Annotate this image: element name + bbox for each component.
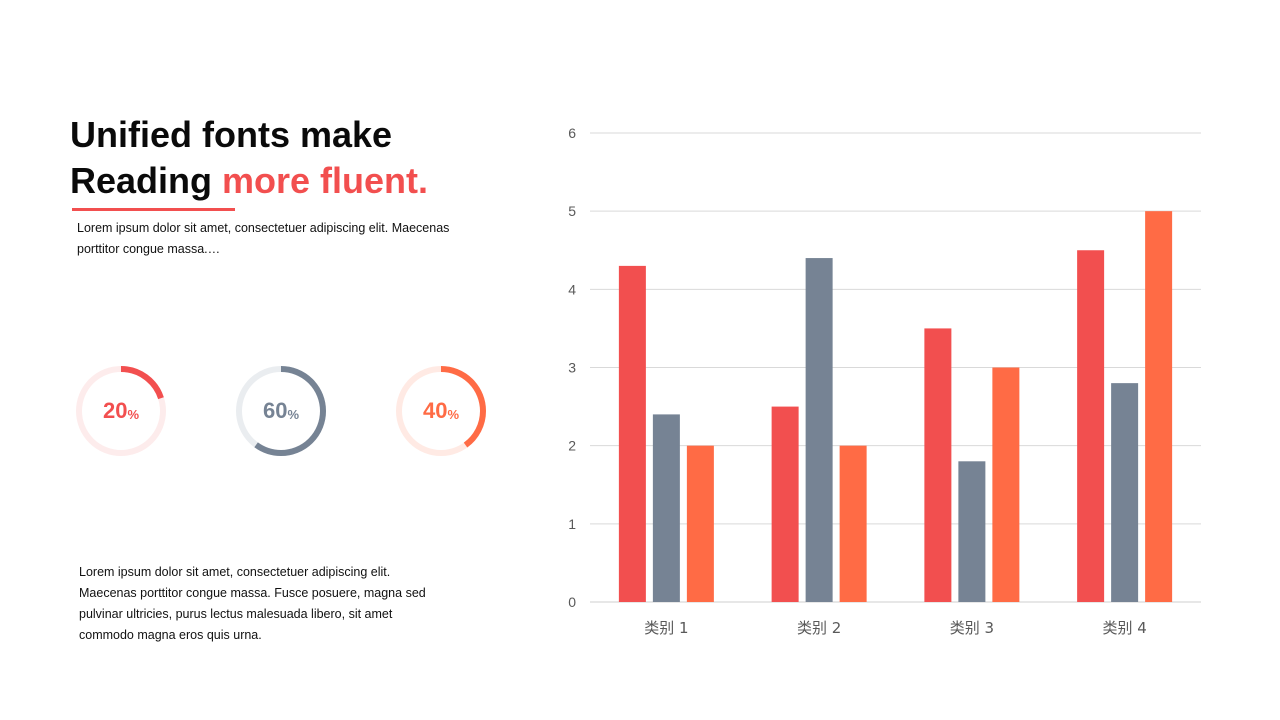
ring-3-unit: % (447, 406, 460, 422)
bar-chart: 0 1 2 3 4 5 6 类别 1 类别 2 类别 3 类别 4 (568, 125, 1201, 637)
bar-series-1-cat-1 (618, 265, 646, 602)
body-paragraph: Lorem ipsum dolor sit amet, consectetuer… (79, 565, 426, 642)
ring-2-label: 60% (233, 363, 329, 459)
bar-series-1-cat-2 (771, 406, 799, 602)
title-line-2: Reading (70, 160, 223, 201)
x-tick-label: 类别 3 (950, 619, 994, 637)
title-accent: more fluent. (222, 160, 429, 201)
bar-series-2-cat-1 (652, 414, 680, 602)
y-tick-label: 5 (568, 203, 576, 219)
ring-2-unit: % (287, 406, 300, 422)
x-tick-label: 类别 4 (1102, 619, 1146, 637)
y-tick-label: 2 (568, 438, 576, 454)
bar-series-3-cat-1 (686, 445, 714, 602)
y-tick-label: 1 (568, 516, 576, 532)
bar-series-2-cat-4 (1111, 383, 1139, 602)
progress-ring-1: 20% (73, 363, 169, 459)
y-tick-label: 3 (568, 360, 576, 376)
ring-2-arc (236, 366, 326, 456)
y-tick-label: 4 (568, 281, 576, 297)
bar-series-2-cat-2 (805, 258, 833, 602)
ring-2-graphic (236, 366, 326, 456)
slide-title: Unified fonts make Reading more fluent. (70, 112, 428, 204)
ring-2-value: 60 (262, 398, 288, 423)
ring-1-label: 20% (73, 363, 169, 459)
intro-paragraph: Lorem ipsum dolor sit amet, consectetuer… (77, 221, 450, 256)
ring-3-label: 40% (393, 363, 489, 459)
bar-series-3-cat-3 (992, 367, 1020, 602)
ring-3-graphic (396, 366, 486, 456)
title-line-1: Unified fonts make (70, 114, 393, 155)
bar-series-3-cat-4 (1145, 211, 1173, 602)
ring-3-value: 40 (422, 398, 448, 423)
ring-3-arc (396, 366, 486, 456)
ring-1-unit: % (127, 406, 140, 422)
bar-series-1-cat-3 (924, 328, 952, 602)
progress-ring-3: 40% (393, 363, 489, 459)
bar-series-1-cat-4 (1077, 250, 1105, 602)
ring-1-value: 20 (102, 398, 128, 423)
bar-series-3-cat-2 (839, 445, 867, 602)
y-tick-label: 6 (568, 125, 576, 141)
title-underline (72, 208, 235, 211)
bar-series-2-cat-3 (958, 461, 986, 602)
ring-1-graphic (76, 366, 166, 456)
progress-ring-2: 60% (233, 363, 329, 459)
ring-1-arc (76, 366, 166, 456)
x-tick-label: 类别 1 (644, 619, 688, 637)
y-tick-label: 0 (568, 594, 576, 610)
x-tick-label: 类别 2 (797, 619, 841, 637)
